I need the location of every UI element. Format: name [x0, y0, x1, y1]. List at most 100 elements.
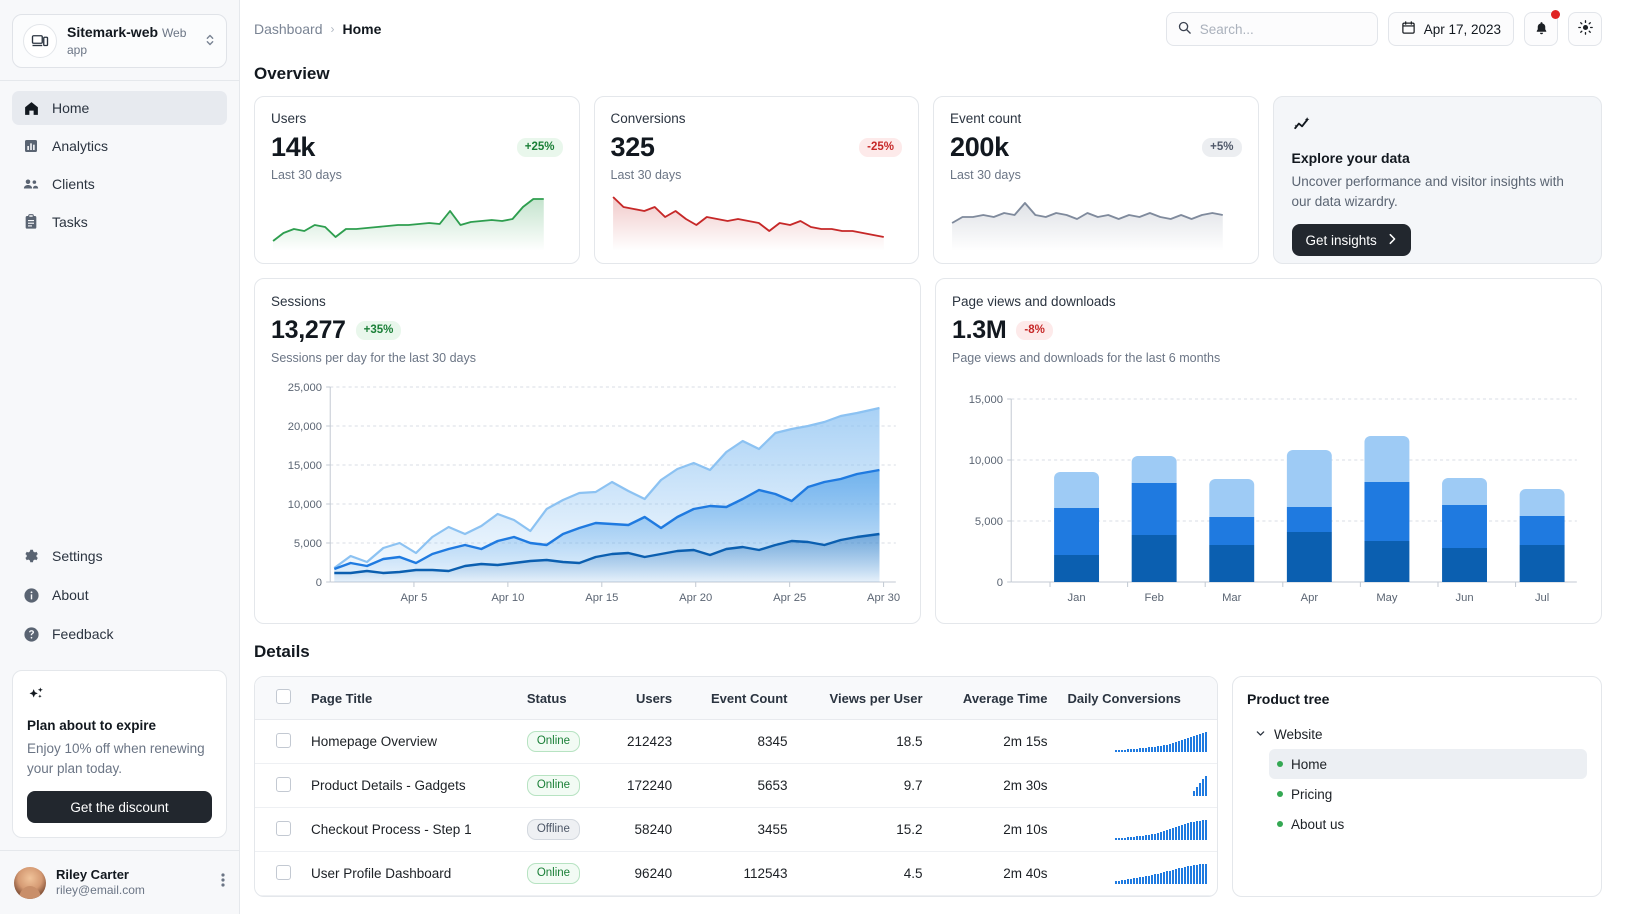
cell-users: 96240: [604, 851, 683, 896]
explore-card-text: Uncover performance and visitor insights…: [1291, 174, 1564, 209]
sparkline-conversions: [611, 189, 903, 251]
col-status[interactable]: Status: [516, 677, 605, 720]
row-checkbox[interactable]: [276, 732, 291, 748]
notification-badge: [1551, 10, 1560, 19]
sidebar-item-home[interactable]: Home: [12, 91, 227, 125]
tree-node-about-us[interactable]: About us: [1269, 809, 1587, 839]
cell-users: 172240: [604, 763, 683, 808]
device-icon: [23, 24, 57, 58]
chart-title: Sessions: [271, 294, 326, 309]
people-icon: [22, 175, 40, 193]
main-content: Dashboard › Home Apr 17, 2023: [240, 0, 1626, 914]
sun-icon: [1577, 19, 1594, 39]
calendar-icon: [1401, 20, 1416, 38]
svg-text:Feb: Feb: [1144, 592, 1163, 604]
sidebar-item-clients[interactable]: Clients: [12, 167, 227, 201]
stat-card-name: Users: [271, 111, 307, 126]
svg-text:10,000: 10,000: [288, 499, 322, 511]
search-box[interactable]: [1165, 12, 1378, 46]
sidebar-item-tasks[interactable]: Tasks: [12, 205, 227, 239]
get-insights-button[interactable]: Get insights: [1291, 224, 1411, 256]
tree-node-home[interactable]: Home: [1269, 749, 1587, 779]
table-row[interactable]: Checkout Process - Step 1 Offline 58240 …: [255, 807, 1217, 852]
sidebar-item-settings[interactable]: Settings: [12, 539, 227, 573]
sidebar-item-label: About: [52, 587, 89, 603]
get-discount-button[interactable]: Get the discount: [27, 791, 212, 823]
cell-daily-conversions: [1057, 851, 1217, 896]
col-views-per-user[interactable]: Views per User: [797, 677, 933, 720]
cell-average-time: 2m 30s: [932, 763, 1058, 808]
svg-text:Apr 20: Apr 20: [679, 592, 712, 604]
sidebar-item-about[interactable]: About: [12, 578, 227, 612]
stat-card-period: Last 30 days: [610, 168, 682, 182]
sidebar-item-label: Feedback: [52, 626, 114, 642]
table-row[interactable]: User Profile Dashboard Online 96240 1125…: [255, 851, 1217, 896]
sessions-chart-card: Sessions 13,277 +35% Sessions per day fo…: [254, 278, 921, 624]
theme-toggle-button[interactable]: [1568, 12, 1602, 46]
stat-card-period: Last 30 days: [950, 168, 1021, 182]
cell-daily-conversions: [1057, 719, 1217, 764]
cell-status: Online: [516, 719, 605, 764]
bell-icon: [1534, 20, 1549, 39]
gear-icon: [22, 547, 40, 565]
cell-daily-conversions: [1057, 763, 1217, 808]
pageviews-bar-plot: 15,000 10,000 5,000 0: [952, 377, 1585, 612]
svg-text:10,000: 10,000: [969, 455, 1003, 467]
col-daily-conversions[interactable]: Daily Conversions: [1057, 677, 1217, 720]
tree-node-website[interactable]: Website: [1247, 719, 1587, 749]
svg-text:20,000: 20,000: [288, 421, 322, 433]
breadcrumb-parent[interactable]: Dashboard: [254, 21, 323, 37]
top-bar: Dashboard › Home Apr 17, 2023: [254, 0, 1602, 58]
table-row[interactable]: Homepage Overview Online 212423 8345 18.…: [255, 719, 1217, 764]
search-input[interactable]: [1199, 21, 1367, 37]
details-row: Page Title Status Users Event Count View…: [254, 676, 1602, 897]
row-checkbox[interactable]: [276, 820, 291, 836]
table-row[interactable]: Product Details - Gadgets Online 172240 …: [255, 763, 1217, 808]
cell-page-title: Homepage Overview: [301, 719, 517, 764]
sidebar-item-label: Analytics: [52, 138, 109, 154]
cell-views-per-user: 4.5: [797, 851, 933, 896]
status-badge: Online: [526, 863, 581, 884]
brand-selector[interactable]: Sitemark-web Web app: [12, 14, 227, 68]
user-profile-row[interactable]: Riley Carter riley@email.com: [0, 850, 239, 914]
stat-card-value: 14k: [271, 132, 316, 162]
notifications-button[interactable]: [1524, 10, 1560, 46]
svg-text:Apr 10: Apr 10: [491, 592, 524, 604]
brand-title: Sitemark-web: [67, 24, 159, 40]
cell-status: Offline: [516, 807, 605, 852]
stat-card-name: Event count: [950, 111, 1022, 126]
svg-text:Apr 30: Apr 30: [867, 592, 900, 604]
svg-text:Jul: Jul: [1535, 592, 1549, 604]
col-page-title[interactable]: Page Title: [301, 677, 517, 720]
row-checkbox[interactable]: [276, 776, 291, 792]
cell-event-count: 112543: [682, 851, 798, 896]
col-event-count[interactable]: Event Count: [682, 677, 798, 720]
cell-event-count: 5653: [682, 763, 798, 808]
promo-text: Enjoy 10% off when renewing your plan to…: [27, 741, 205, 776]
breadcrumb-separator: ›: [330, 22, 335, 36]
breadcrumb-current: Home: [342, 21, 382, 37]
tree-node-label: Home: [1291, 756, 1328, 772]
cell-status: Online: [516, 851, 605, 896]
top-bar-actions: Apr 17, 2023: [1165, 10, 1602, 46]
tree-node-label: About us: [1291, 816, 1345, 832]
col-average-time[interactable]: Average Time: [932, 677, 1058, 720]
sidebar: Sitemark-web Web app Home Anal: [0, 0, 240, 914]
tree-node-pricing[interactable]: Pricing: [1269, 779, 1587, 809]
select-all-checkbox[interactable]: [276, 689, 291, 704]
svg-text:Jun: Jun: [1455, 592, 1473, 604]
chevron-updown-icon[interactable]: [204, 32, 216, 51]
status-dot-icon: [1277, 821, 1283, 827]
row-checkbox[interactable]: [276, 864, 291, 880]
cell-views-per-user: 15.2: [797, 807, 933, 852]
sidebar-nav: Home Analytics Clients Tasks: [0, 81, 239, 243]
chart-value: 13,277: [271, 316, 346, 344]
sidebar-item-feedback[interactable]: Feedback: [12, 617, 227, 651]
chevron-down-icon[interactable]: [1255, 727, 1266, 742]
cell-daily-conversions: [1057, 807, 1217, 852]
sidebar-item-analytics[interactable]: Analytics: [12, 129, 227, 163]
date-range-button[interactable]: Apr 17, 2023: [1387, 12, 1514, 46]
col-users[interactable]: Users: [604, 677, 683, 720]
overview-heading: Overview: [254, 64, 330, 83]
more-vertical-icon[interactable]: [221, 872, 225, 893]
